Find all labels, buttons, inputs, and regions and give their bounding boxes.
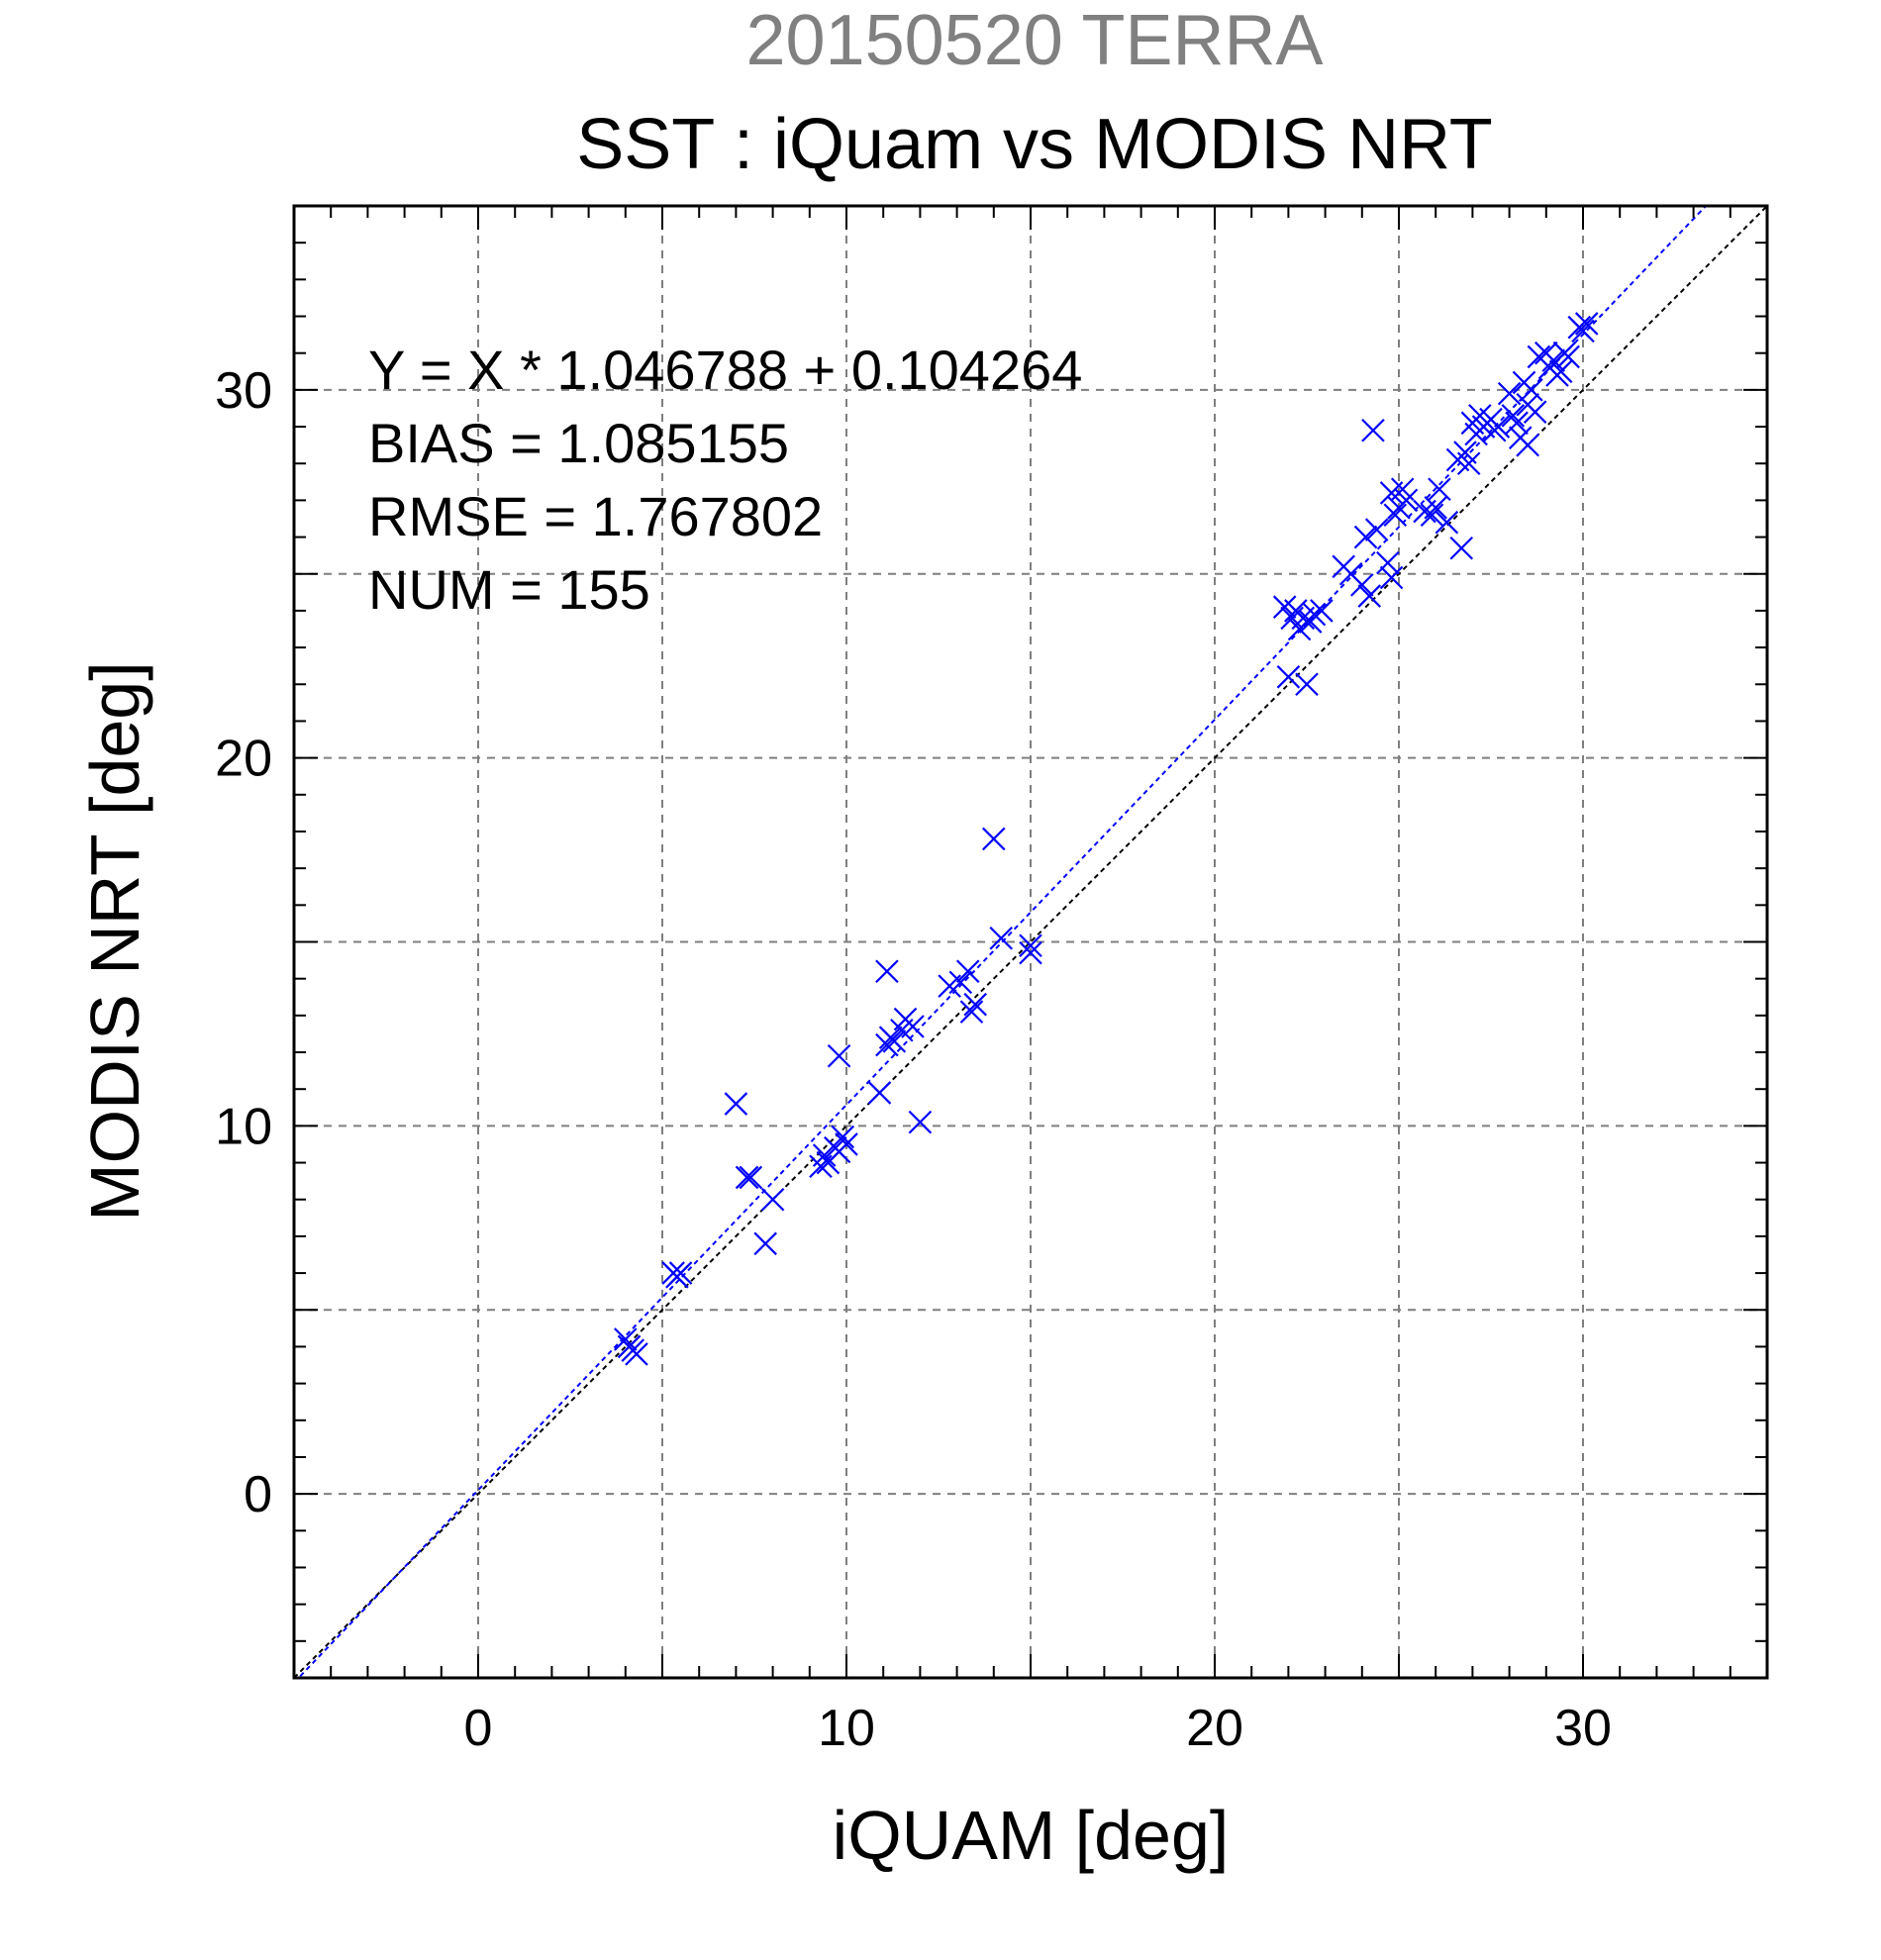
data-point <box>1353 525 1378 549</box>
data-point <box>963 992 987 1017</box>
data-point <box>760 1187 785 1212</box>
fit-equation: Y = X * 1.046788 + 0.104264 <box>368 339 1082 401</box>
x-tick-label: 0 <box>464 1700 493 1757</box>
data-point <box>867 1081 892 1105</box>
rmse-value: RMSE = 1.767802 <box>368 485 823 547</box>
y-tick-label: 0 <box>244 1466 272 1523</box>
data-point <box>882 1029 907 1053</box>
data-point <box>1376 550 1400 575</box>
data-point <box>982 827 1006 851</box>
bias-value: BIAS = 1.085155 <box>368 412 789 474</box>
data-point <box>1435 510 1459 535</box>
y-tick-label: 30 <box>215 362 272 420</box>
data-point <box>1394 488 1419 513</box>
data-point <box>1350 573 1374 597</box>
num-value: NUM = 155 <box>368 558 650 621</box>
data-point <box>1516 433 1539 457</box>
data-point <box>1505 411 1529 436</box>
data-point <box>1456 451 1481 476</box>
data-point <box>1383 503 1408 528</box>
axis-ticks: 0 10 20 30 0 10 20 30 <box>215 205 1768 1757</box>
data-point <box>1449 536 1474 560</box>
data-point <box>735 1165 759 1190</box>
data-point <box>724 1092 748 1116</box>
data-point <box>875 959 899 984</box>
grid <box>294 206 1767 1678</box>
data-point <box>948 970 973 995</box>
data-points <box>614 312 1599 1366</box>
data-point <box>812 1143 837 1167</box>
data-point <box>1019 933 1042 957</box>
y-tick-label: 20 <box>215 731 272 788</box>
plot-frame <box>292 204 1769 1680</box>
data-point <box>827 1043 851 1068</box>
data-point <box>1520 378 1543 402</box>
data-point <box>1420 503 1444 528</box>
data-point <box>668 1261 693 1285</box>
data-point <box>753 1231 777 1256</box>
data-point <box>1428 477 1451 502</box>
chart-title: 20150520 TERRA <box>745 1 1323 80</box>
data-point <box>1501 404 1526 428</box>
x-tick-label: 10 <box>818 1700 875 1757</box>
data-point <box>1357 584 1382 608</box>
data-point <box>621 1338 645 1362</box>
x-tick-label: 20 <box>1186 1700 1243 1757</box>
chart-subtitle: SST : iQuam vs MODIS NRT <box>576 105 1493 184</box>
data-point <box>908 1110 933 1134</box>
data-point <box>1379 565 1404 590</box>
data-point <box>1523 400 1547 424</box>
data-point <box>1497 381 1522 406</box>
data-point <box>959 1000 984 1024</box>
data-point <box>1571 319 1595 343</box>
data-point <box>1556 344 1580 369</box>
data-point <box>1361 418 1385 442</box>
x-axis-label: iQUAM [deg] <box>833 1797 1230 1874</box>
data-point <box>1364 518 1389 541</box>
data-point <box>835 1132 858 1156</box>
data-point <box>989 927 1014 950</box>
data-point <box>901 1015 925 1038</box>
data-point <box>1574 312 1599 336</box>
data-point <box>1486 415 1511 439</box>
data-point <box>614 1327 638 1351</box>
data-point <box>1548 359 1573 384</box>
data-point <box>831 1125 855 1149</box>
data-point <box>739 1165 763 1190</box>
data-point <box>1302 602 1327 627</box>
data-point <box>1276 665 1301 689</box>
data-point <box>1424 496 1447 520</box>
data-point <box>1295 672 1319 697</box>
data-point <box>955 959 980 984</box>
y-axis-label: MODIS NRT [deg] <box>76 661 153 1221</box>
stats-annotation: Y = X * 1.046788 + 0.104264 BIAS = 1.085… <box>368 339 1082 621</box>
data-point <box>1310 599 1334 623</box>
data-point <box>1019 940 1042 965</box>
x-tick-label: 30 <box>1554 1700 1612 1757</box>
y-tick-label: 10 <box>215 1098 272 1155</box>
data-point <box>1541 348 1566 372</box>
data-point <box>1280 606 1304 631</box>
